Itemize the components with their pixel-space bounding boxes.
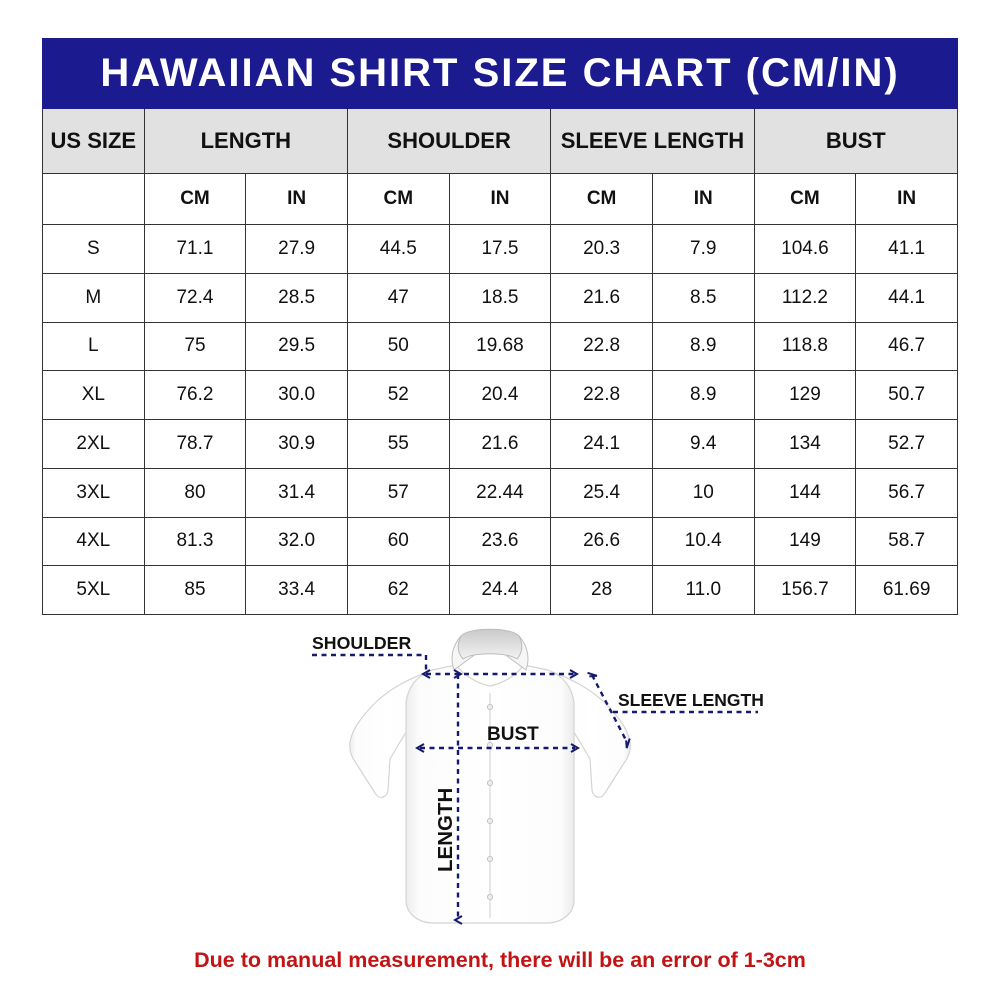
svg-text:SLEEVE LENGTH: SLEEVE LENGTH (618, 690, 764, 710)
svg-text:LENGTH: LENGTH (434, 788, 457, 872)
svg-text:BUST: BUST (487, 724, 539, 745)
svg-text:SHOULDER: SHOULDER (312, 633, 411, 653)
svg-text:Due to manual measurement, the: Due to manual measurement, there will be… (194, 948, 806, 972)
